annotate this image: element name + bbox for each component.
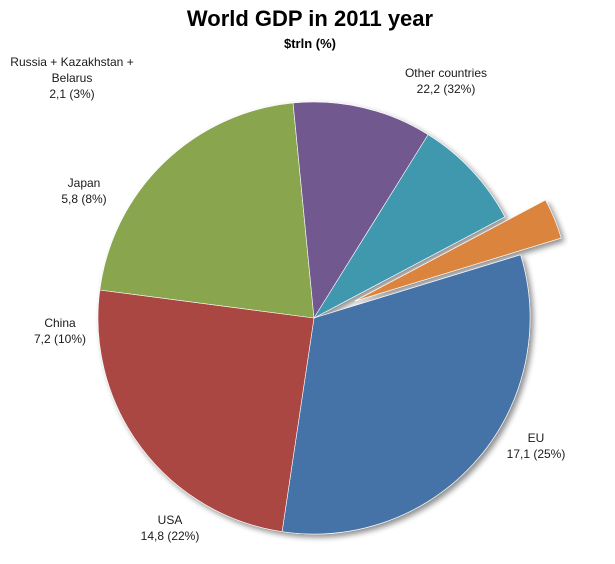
pie-slices: [97, 101, 562, 535]
pie-slice-china: [292, 101, 429, 319]
pie-label-russia-kazakhstan-belarus: Russia + Kazakhstan + Belarus 2,1 (3%): [10, 55, 133, 101]
chart-title: World GDP in 2011 year: [187, 6, 434, 31]
pie-slice-usa: [99, 102, 315, 319]
pie-slice-eu: [97, 289, 315, 532]
pie-label-japan: Japan 5,8 (8%): [61, 176, 106, 206]
pie-label-china: China 7,2 (10%): [34, 316, 86, 346]
pie-label-usa: USA 14,8 (22%): [141, 513, 200, 543]
pie-label-eu: EU 17,1 (25%): [507, 431, 566, 461]
pie-slice-japan: [313, 134, 506, 319]
chart-subtitle: $trln (%): [284, 36, 336, 51]
pie-label-other-countries: Other countries 22,2 (32%): [405, 66, 487, 96]
pie-slice-other-countries: [281, 254, 531, 535]
pie-slice-russia-kazakhstan-belarus: [354, 199, 562, 302]
pie-labels: Other countries 22,2 (32%) EU 17,1 (25%) USA…: [10, 55, 565, 543]
